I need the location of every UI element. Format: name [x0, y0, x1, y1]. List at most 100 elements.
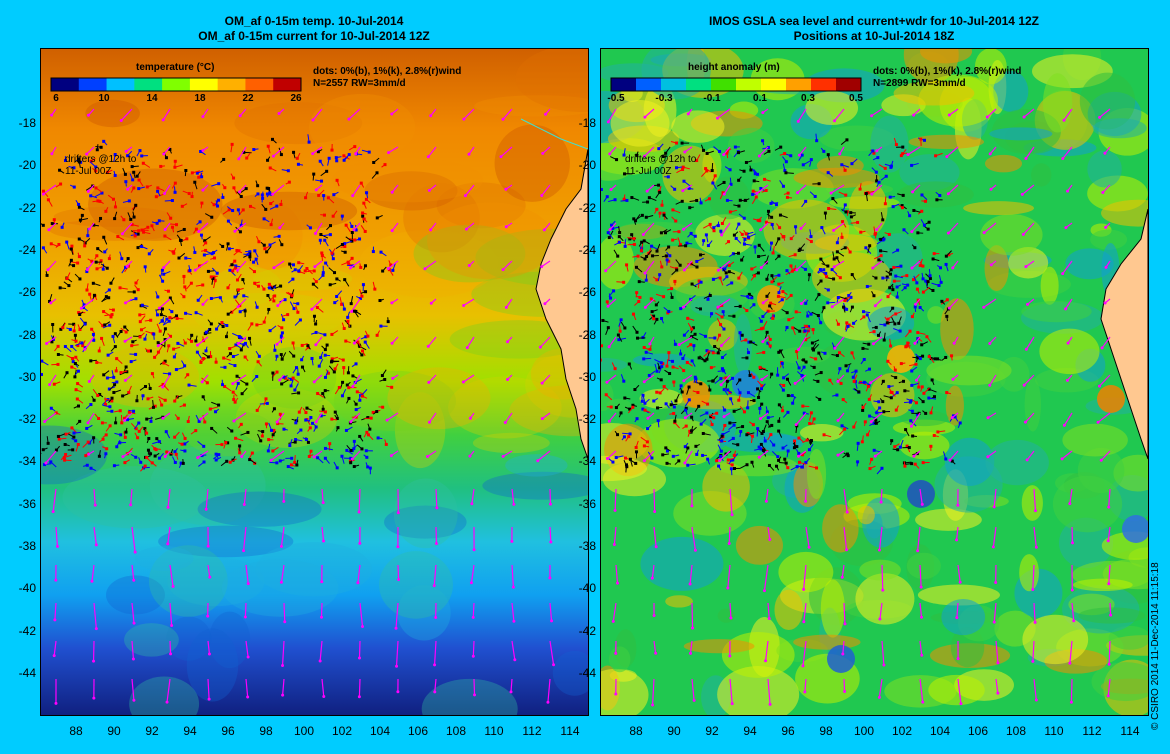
colorbar-tick-label: -0.1: [703, 93, 721, 104]
current-arrow: [831, 298, 845, 308]
drifter-dot: [688, 206, 692, 210]
drifter-dot: [601, 318, 605, 322]
drifter-dot: [279, 353, 283, 357]
current-arrow: [830, 184, 845, 194]
drifter-dot: [656, 406, 660, 410]
drifter-dot: [146, 397, 150, 401]
current-arrow-head: [544, 112, 548, 116]
drifter-dot: [230, 429, 234, 433]
drifter-dot: [305, 406, 309, 410]
drifter-dot: [812, 365, 816, 369]
drifter-dot: [183, 442, 187, 446]
drifter-dot: [243, 341, 247, 345]
drifter-dot: [901, 379, 905, 383]
anomaly-patch: [714, 455, 798, 477]
drifter-dot: [186, 373, 190, 377]
drifter-dot: [221, 325, 225, 329]
drifter-dot: [619, 318, 623, 322]
current-arrow: [207, 640, 211, 655]
drifter-dot: [148, 349, 152, 353]
current-arrow-head: [426, 455, 430, 459]
drifter-dot: [816, 314, 820, 318]
current-arrow: [48, 222, 57, 231]
drifter-dot: [751, 192, 755, 196]
current-arrow-head: [716, 305, 720, 309]
drifter-dot: [353, 238, 357, 242]
current-arrow-head: [959, 702, 963, 706]
current-arrow-head: [689, 651, 693, 655]
current-arrow: [131, 564, 135, 581]
current-arrow-head: [93, 503, 97, 507]
current-arrow-head: [314, 188, 318, 192]
drifter-dot: [865, 313, 869, 317]
drifter-dot: [80, 341, 84, 345]
drifter-dot: [746, 391, 750, 395]
drifter-dot: [118, 441, 122, 445]
current-arrow: [644, 146, 655, 157]
drifter-dot: [379, 324, 383, 328]
current-arrow-head: [875, 149, 879, 153]
drifter-dot: [89, 466, 93, 470]
drifter-dot: [102, 373, 106, 377]
current-arrow-head: [921, 700, 925, 704]
drifter-dot: [665, 461, 669, 465]
drifter-dot: [759, 327, 763, 331]
longitude-tick-label: 96: [221, 724, 235, 738]
current-arrow-head: [53, 618, 57, 622]
drifter-dot: [720, 367, 724, 371]
drifter-dot: [346, 319, 350, 323]
drifter-dot: [777, 350, 781, 354]
drifter-dot: [771, 251, 775, 255]
current-arrow: [947, 184, 959, 195]
drifter-dot: [206, 355, 210, 359]
drifter-dot: [373, 287, 377, 291]
drifter-dot: [57, 437, 61, 441]
current-arrow: [760, 260, 769, 269]
drifter-dot: [270, 428, 274, 432]
drifter-dot: [718, 149, 722, 153]
current-arrow-head: [170, 624, 174, 628]
drifter-dot: [218, 296, 222, 300]
current-arrow: [841, 564, 845, 578]
current-arrow: [232, 374, 247, 385]
current-arrow: [242, 526, 247, 551]
current-arrow: [541, 184, 551, 196]
colorbar-tick-label: 0.5: [849, 93, 863, 104]
latitude-tick-label: -26: [578, 285, 596, 300]
drifter-dot: [910, 369, 914, 373]
current-arrow-head: [123, 418, 127, 422]
current-arrow: [1098, 374, 1111, 387]
drifter-dot: [275, 354, 279, 358]
current-arrow-head: [833, 119, 837, 123]
current-arrow-head: [550, 619, 554, 623]
drifter-dot: [660, 265, 664, 269]
drifter-dot: [210, 252, 214, 256]
drifter-dot: [76, 404, 80, 408]
drifter-dot: [272, 285, 276, 289]
anomaly-patch: [1091, 662, 1148, 702]
current-arrow: [93, 602, 97, 629]
drifter-dot: [83, 244, 87, 248]
drifter-dot: [785, 325, 789, 329]
left-info-line1: dots: 0%(b), 1%(k), 2.8%(r)wind: [313, 66, 462, 77]
drifter-dot: [931, 288, 935, 292]
drifter-dot: [856, 460, 860, 464]
drifter-dot: [164, 156, 168, 160]
drifter-dot: [727, 263, 731, 267]
temperature-patch: [515, 49, 588, 113]
drifter-dot: [636, 336, 640, 340]
drifter-dot: [223, 384, 227, 388]
drifter-dot: [944, 262, 948, 266]
drifter-dot: [107, 296, 111, 300]
drifter-dot: [927, 355, 931, 359]
drifter-dot: [737, 398, 741, 402]
current-arrow-head: [1061, 272, 1065, 276]
drifter-dot: [681, 357, 685, 361]
drifter-dot: [312, 314, 316, 318]
drifter-dot: [819, 257, 823, 261]
drifter-dot: [250, 451, 254, 455]
drifter-dot: [354, 228, 358, 232]
current-arrow-head: [796, 119, 800, 123]
drifter-dot: [732, 409, 736, 413]
drifter-dot: [872, 151, 876, 155]
